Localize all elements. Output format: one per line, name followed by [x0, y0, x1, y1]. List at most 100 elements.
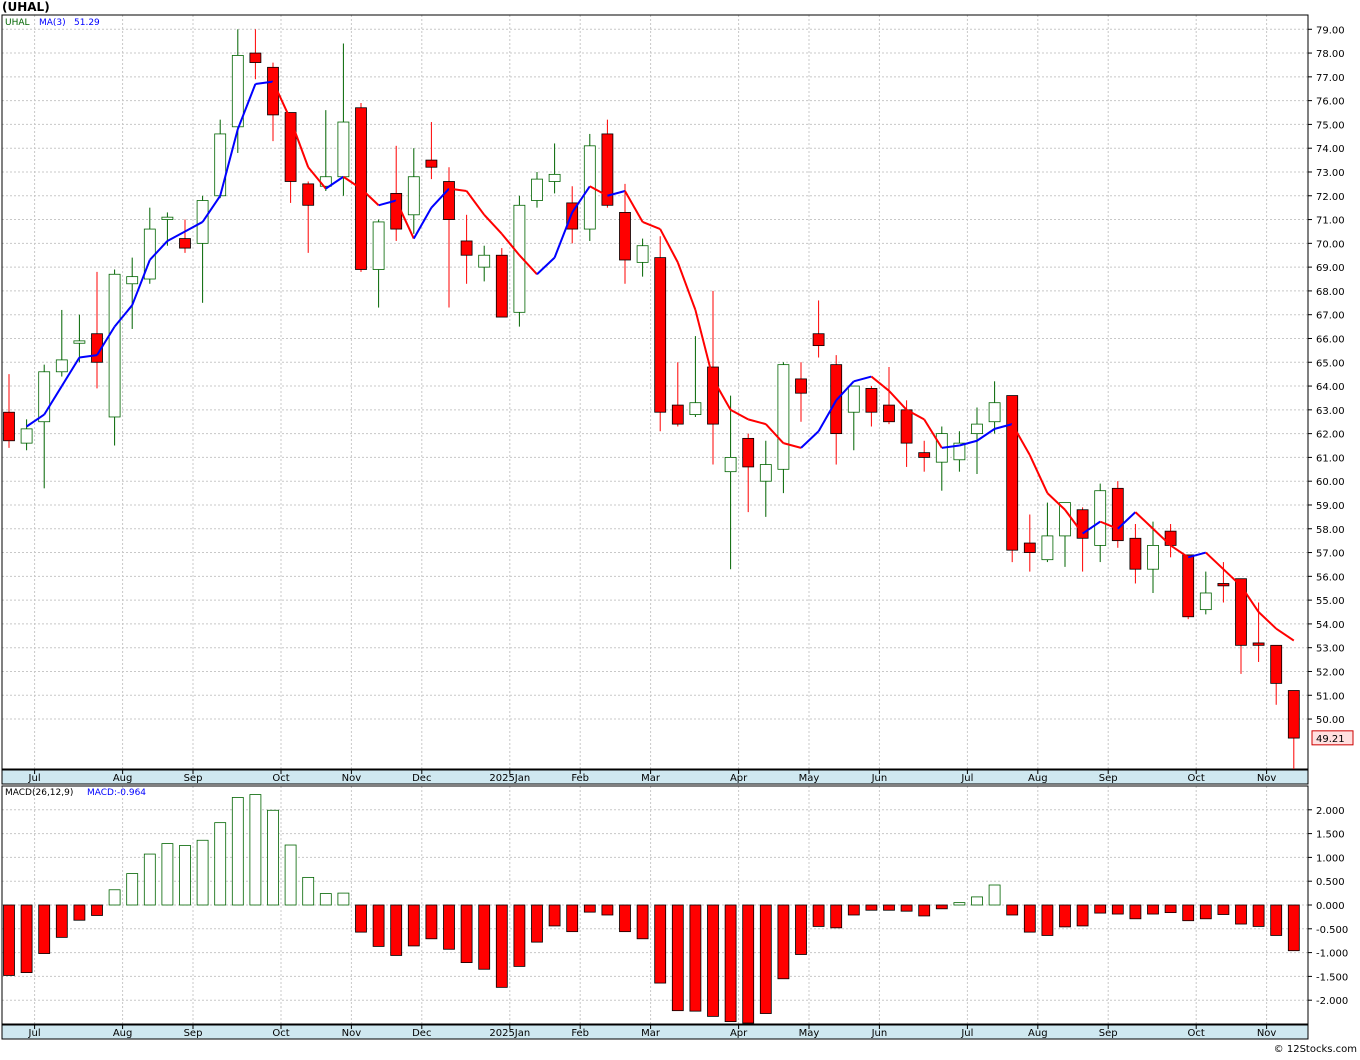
macd-date-label: Nov: [342, 1028, 362, 1039]
candle-body: [636, 245, 649, 263]
macd-bar: [302, 876, 315, 906]
candle-body: [777, 364, 790, 470]
price-tick-label: 69.00: [1316, 263, 1345, 274]
macd-bar: [196, 839, 209, 906]
candle-body: [1182, 554, 1195, 618]
ma3-segment: [589, 185, 608, 197]
macd-date-label: Apr: [730, 1028, 748, 1039]
price-tick-label: 52.00: [1316, 667, 1345, 678]
ma3-segment: [694, 309, 714, 380]
ma3-segment: [923, 418, 943, 449]
ma3-segment: [571, 185, 591, 213]
ma3-segment: [1240, 585, 1260, 613]
ma3-segment: [536, 256, 556, 275]
candle-body: [619, 212, 631, 261]
ma3-segment: [870, 375, 890, 392]
macd-bar: [583, 904, 596, 913]
ma3-segment: [1257, 611, 1277, 630]
ma3-segment: [1117, 511, 1137, 530]
macd-tick-label: 0.000: [1316, 901, 1345, 912]
candle-body: [566, 202, 579, 230]
macd-bar: [355, 904, 367, 933]
price-date-label: Dec: [412, 773, 431, 784]
ma3-segment: [1275, 627, 1295, 642]
candle-body: [38, 371, 51, 423]
macd-date-label: Jun: [871, 1028, 888, 1039]
symbol-title: (UHAL): [2, 0, 50, 14]
candle-body: [126, 276, 139, 285]
candle-body: [284, 112, 297, 182]
candle-body: [1287, 690, 1300, 739]
price-date-label: Oct: [1188, 773, 1205, 784]
candle-body: [425, 159, 438, 168]
macd-bar: [1287, 904, 1300, 952]
macd-bar: [689, 904, 702, 1012]
macd-bar: [214, 822, 227, 906]
ma3-segment: [395, 200, 415, 240]
legend-ticker: UHAL: [5, 18, 30, 28]
ma3-segment: [994, 423, 1013, 430]
candle-body: [1235, 578, 1247, 646]
macd-bar: [143, 853, 156, 906]
ma3-segment: [184, 221, 204, 233]
candle-body: [883, 404, 895, 423]
candle-body: [337, 121, 350, 178]
macd-bar: [1129, 904, 1142, 920]
macd-bar: [55, 904, 68, 938]
macd-date-label: Oct: [1188, 1028, 1205, 1039]
candle-body: [3, 411, 15, 442]
macd-bar: [724, 904, 737, 1023]
ma3-segment: [712, 378, 732, 411]
ma3-segment: [131, 259, 151, 306]
macd-bar: [495, 904, 508, 988]
candle-body: [478, 254, 491, 268]
candle-body: [443, 181, 455, 220]
ma3-segment: [783, 442, 802, 449]
macd-bar: [1217, 904, 1230, 915]
candle-body: [1164, 530, 1177, 546]
ma3-segment: [60, 356, 81, 387]
price-tick-label: 68.00: [1316, 287, 1345, 298]
macd-bar: [918, 904, 931, 917]
macd-bar: [1199, 904, 1212, 920]
ma3-segment: [378, 199, 397, 207]
macd-bar: [91, 904, 103, 916]
macd-bar: [319, 893, 332, 906]
ma3-segment: [219, 128, 239, 197]
macd-bar: [619, 904, 631, 933]
candle-body: [1076, 509, 1089, 539]
macd-date-label: Aug: [1028, 1028, 1048, 1039]
candle-body: [1217, 583, 1230, 587]
price-tick-label: 50.00: [1316, 715, 1345, 726]
macd-bar: [953, 902, 966, 906]
macd-bar: [20, 904, 33, 973]
macd-date-axis: [1, 1024, 1309, 1040]
ma3-segment: [853, 375, 872, 383]
macd-panel: 2.000 1.500 1.000 0.500 0.000 -0.500 -1.000 -1.…: [1, 785, 1348, 1040]
candle-body: [372, 221, 385, 270]
ma3-segment: [1170, 544, 1189, 559]
ma3-segment: [113, 304, 133, 328]
macd-bar: [513, 904, 526, 967]
candle-body: [724, 457, 737, 473]
candle-body: [1129, 537, 1142, 570]
price-date-label: Oct: [272, 773, 289, 784]
macd-bar: [1164, 904, 1177, 914]
ma3-segment: [888, 390, 908, 411]
price-tick-label: 59.00: [1316, 501, 1345, 512]
candle-body: [759, 464, 772, 482]
last-price-box: [1311, 730, 1354, 746]
candle-body: [707, 366, 719, 425]
ma3-segment: [642, 221, 661, 230]
macd-bar: [161, 843, 174, 906]
ma3-segment: [289, 119, 310, 168]
candle-body: [179, 238, 191, 249]
price-tick-label: 70.00: [1316, 239, 1345, 250]
ma3-segment: [835, 380, 855, 402]
macd-bar: [759, 904, 772, 1014]
ma3-segment: [166, 230, 186, 242]
macd-bar: [443, 904, 455, 950]
macd-bar: [231, 797, 244, 906]
price-tick-label: 63.00: [1316, 406, 1345, 417]
